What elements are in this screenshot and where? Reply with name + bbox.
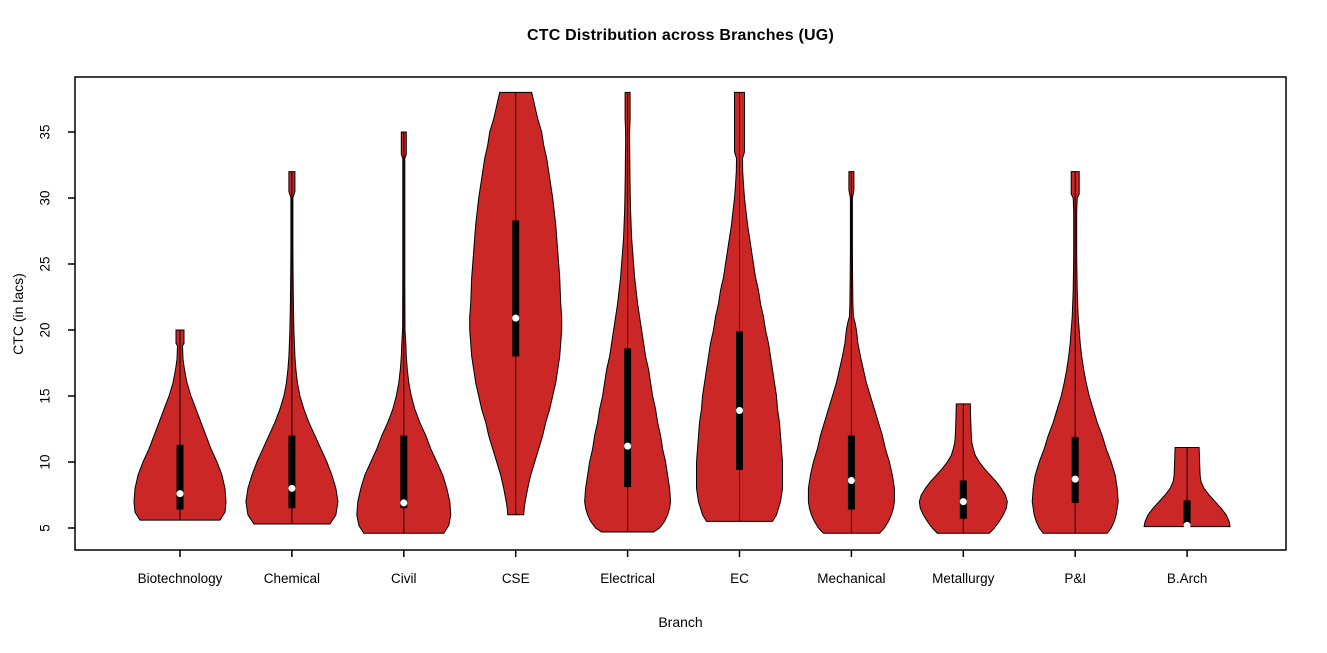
median-dot-p-i bbox=[1071, 475, 1079, 483]
y-tick-label-35: 35 bbox=[38, 124, 53, 139]
iqr-box-ec bbox=[736, 331, 743, 470]
x-tick-label-b-arch: B.Arch bbox=[1167, 571, 1208, 586]
median-dot-cse bbox=[512, 314, 520, 322]
x-tick-label-mechanical: Mechanical bbox=[817, 571, 885, 586]
x-axis-label: Branch bbox=[658, 614, 703, 630]
iqr-box-b-arch bbox=[1183, 500, 1191, 527]
median-dot-biotechnology bbox=[176, 490, 184, 498]
median-dot-b-arch bbox=[1183, 521, 1191, 529]
iqr-box-electrical bbox=[624, 348, 632, 488]
x-tick-label-biotechnology: Biotechnology bbox=[138, 571, 223, 586]
y-tick-label-20: 20 bbox=[38, 322, 53, 337]
iqr-box-p-i bbox=[1071, 436, 1079, 503]
y-tick-label-30: 30 bbox=[38, 190, 53, 205]
y-tick-label-5: 5 bbox=[38, 524, 53, 532]
x-tick-label-p-i: P&I bbox=[1064, 571, 1086, 586]
median-dot-civil bbox=[400, 499, 408, 507]
median-dot-electrical bbox=[624, 442, 632, 450]
x-tick-label-cse: CSE bbox=[502, 571, 530, 586]
iqr-box-chemical bbox=[288, 435, 296, 509]
iqr-box-cse bbox=[512, 220, 520, 357]
x-tick-label-metallurgy: Metallurgy bbox=[932, 571, 995, 586]
x-tick-label-ec: EC bbox=[730, 571, 749, 586]
y-tick-label-25: 25 bbox=[38, 256, 53, 271]
y-tick-label-10: 10 bbox=[38, 454, 53, 469]
median-dot-metallurgy bbox=[959, 498, 967, 506]
chart-title: CTC Distribution across Branches (UG) bbox=[526, 27, 834, 44]
plot-border bbox=[74, 76, 1287, 551]
y-tick-label-15: 15 bbox=[38, 388, 53, 403]
median-dot-chemical bbox=[288, 484, 296, 492]
median-dot-ec bbox=[736, 407, 743, 415]
iqr-box-civil bbox=[400, 435, 408, 509]
x-tick-label-electrical: Electrical bbox=[600, 571, 655, 586]
x-tick-label-chemical: Chemical bbox=[264, 571, 320, 586]
iqr-box-biotechnology bbox=[176, 444, 184, 510]
iqr-box-mechanical bbox=[847, 435, 855, 510]
x-tick-label-civil: Civil bbox=[391, 571, 417, 586]
median-dot-mechanical bbox=[847, 476, 855, 484]
